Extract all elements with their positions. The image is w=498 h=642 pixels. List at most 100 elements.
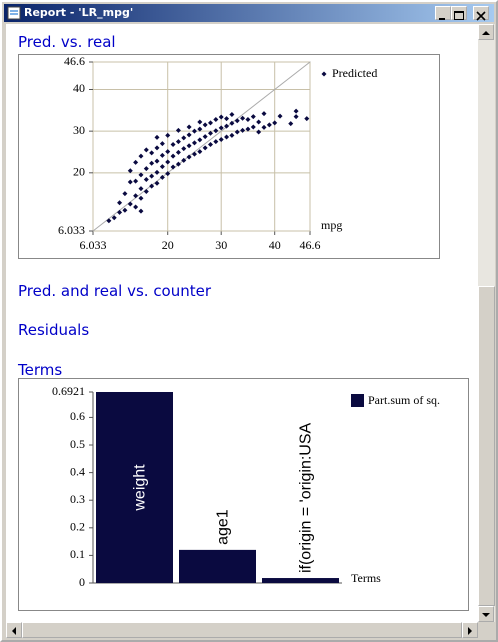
data-point <box>202 122 208 128</box>
legend-label: Predicted <box>332 66 377 80</box>
data-point <box>250 114 256 120</box>
y-tick-label: 30 <box>73 123 85 137</box>
data-point <box>138 208 144 214</box>
y-tick-label: 46.6 <box>64 54 85 68</box>
data-point <box>261 124 267 130</box>
section-heading[interactable]: Terms <box>18 361 63 379</box>
data-point <box>293 114 299 120</box>
data-point <box>159 141 165 147</box>
legend-marker <box>321 71 327 77</box>
scroll-up[interactable] <box>478 24 494 40</box>
section-heading[interactable]: Pred. vs. real <box>18 33 116 51</box>
data-point <box>138 153 144 159</box>
maximize-button[interactable] <box>451 6 467 20</box>
scroll-thumb[interactable] <box>478 286 495 606</box>
legend-swatch <box>351 394 364 407</box>
data-point <box>213 116 219 122</box>
data-point <box>208 130 214 136</box>
data-point <box>122 191 128 197</box>
scroll-left[interactable] <box>6 622 22 638</box>
data-point <box>181 146 187 152</box>
data-point <box>213 139 219 145</box>
scroll-right[interactable] <box>462 622 478 638</box>
scroll-down[interactable] <box>478 606 494 622</box>
data-point <box>122 207 128 213</box>
data-point <box>133 204 139 210</box>
data-point <box>245 116 251 122</box>
data-point <box>218 125 224 131</box>
data-point <box>159 164 165 170</box>
data-point <box>202 134 208 140</box>
x-tick-label: 6.033 <box>80 238 107 252</box>
data-point <box>224 116 230 122</box>
scatter-chart: 6.033 20 30 40 46.66.03320304046.6mpgPredict… <box>18 54 440 259</box>
data-point <box>186 154 192 160</box>
data-point <box>186 132 192 138</box>
y-tick-label: 0.4 <box>70 464 85 478</box>
data-point <box>175 139 181 145</box>
data-point <box>224 134 230 140</box>
data-point <box>208 120 214 126</box>
vertical-scrollbar[interactable] <box>478 24 495 622</box>
data-point <box>159 174 165 180</box>
data-point <box>234 118 240 124</box>
data-point <box>170 141 176 147</box>
x-tick-label: 20 <box>162 238 174 252</box>
horizontal-scrollbar[interactable] <box>6 622 478 638</box>
y-tick-label: 0.1 <box>70 547 85 561</box>
bar <box>179 549 256 583</box>
data-point <box>154 169 160 175</box>
data-point <box>159 152 165 158</box>
data-point <box>245 126 251 132</box>
window-title: Report - 'LR_mpg' <box>24 6 134 19</box>
data-point <box>154 145 160 151</box>
data-point <box>138 172 144 178</box>
data-point <box>293 108 299 114</box>
data-point <box>117 200 123 206</box>
data-point <box>224 123 230 129</box>
x-tick-label: 30 <box>215 238 227 252</box>
y-tick-label: 0.2 <box>70 520 85 534</box>
minimize-button[interactable] <box>435 6 451 20</box>
data-point <box>117 209 123 215</box>
data-point <box>218 114 224 120</box>
data-point <box>191 128 197 134</box>
data-point <box>133 178 139 184</box>
data-point <box>149 173 155 179</box>
data-point <box>250 124 256 130</box>
data-point <box>143 189 149 195</box>
legend-label: Part.sum of sq. <box>368 393 440 407</box>
data-point <box>304 116 310 122</box>
data-point <box>266 122 272 128</box>
data-point <box>170 153 176 159</box>
data-point <box>138 186 144 192</box>
x-tick-label: 40 <box>269 238 281 252</box>
scroll-thumb[interactable] <box>22 622 462 638</box>
app-icon <box>7 6 21 20</box>
bar <box>96 392 173 583</box>
title-bar: Report - 'LR_mpg' <box>4 4 494 22</box>
data-point <box>143 147 149 153</box>
data-point <box>229 120 235 126</box>
close-button[interactable] <box>473 6 489 21</box>
y-tick-label: 0.5 <box>70 437 85 451</box>
x-tick-label: 46.6 <box>300 238 321 252</box>
x-axis-label: Terms <box>351 571 381 585</box>
data-point <box>154 180 160 186</box>
data-point <box>256 129 262 135</box>
data-point <box>111 215 117 221</box>
data-point <box>138 195 144 201</box>
data-point <box>191 151 197 157</box>
y-tick-label: 6.033 <box>58 223 85 237</box>
data-point <box>256 119 262 125</box>
section-heading[interactable]: Pred. and real vs. counter <box>18 282 212 300</box>
report-content: Pred. vs. real Pred. and real vs. counte… <box>6 24 478 622</box>
section-heading[interactable]: Residuals <box>18 321 90 339</box>
data-point <box>229 132 235 138</box>
y-tick-label: 0 <box>79 575 85 589</box>
data-point <box>175 149 181 155</box>
data-point <box>154 134 160 140</box>
data-point <box>197 119 203 125</box>
